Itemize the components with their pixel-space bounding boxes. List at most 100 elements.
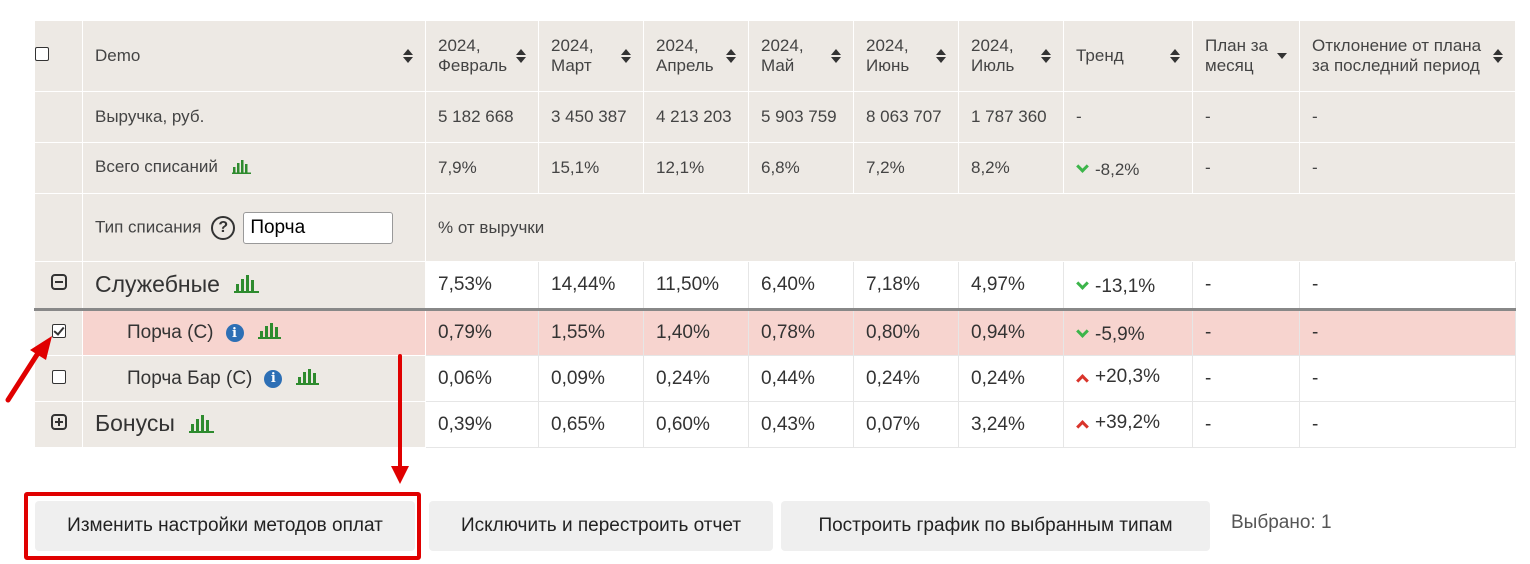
item-name-cell: Порча Бар (С) i [82,355,426,402]
info-icon[interactable]: i [225,324,244,342]
table-row: Бонусы 0,39% 0,65% 0,60% 0,43% 0,07% 3,2… [34,401,1516,448]
row-value: 7,18% [853,261,959,311]
row-plan: - [1192,309,1300,356]
build-chart-button[interactable]: Построить график по выбранным типам [781,501,1210,551]
row-value: 3,24% [958,401,1064,448]
column-header-month[interactable]: 2024, Март [538,20,644,92]
writeoffs-row: Всего списаний 7,9% 15,1% 12,1% 6,8% 7,2… [34,142,1516,194]
bar-chart-icon[interactable] [231,158,252,179]
revenue-value: 8 063 707 [853,91,959,143]
row-value: 0,06% [425,355,539,402]
row-trend: -5,9% [1095,323,1145,345]
collapse-minus-icon[interactable] [50,274,67,290]
row-value: 0,60% [643,401,749,448]
revenue-value: 1 787 360 [958,91,1064,143]
table-row[interactable]: Порча (С) i 0,79% 1,55% 1,40% 0,78% 0,80%… [34,309,1516,356]
column-header-month[interactable]: 2024, Апрель [643,20,749,92]
selected-count: Выбрано: 1 [1231,512,1332,533]
row-value: 0,43% [748,401,854,448]
group-name-cell: Бонусы [82,401,426,448]
revenue-trend: - [1063,91,1193,143]
collapse-toggle-cell[interactable] [34,261,83,311]
column-header-month[interactable]: 2024, Июль [958,20,1064,92]
select-all-cell[interactable] [34,20,83,92]
expand-toggle-cell[interactable] [34,401,83,448]
checked-checkbox-icon[interactable] [51,324,66,338]
sort-icon[interactable] [621,49,631,63]
column-header-deviation[interactable]: Отклонение от плана за последний период [1299,20,1516,92]
row-checkbox-cell[interactable] [34,309,83,356]
checkbox-icon[interactable] [51,369,66,384]
bar-chart-icon[interactable] [188,412,215,439]
sort-icon[interactable] [1170,49,1180,63]
writeoffs-value: 15,1% [538,142,644,194]
writeoffs-value: 12,1% [643,142,749,194]
row-plan: - [1192,401,1300,448]
column-header-name[interactable]: Demo [82,20,426,92]
row-trend-cell: +20,3% [1063,355,1193,402]
row-value: 0,24% [643,355,749,402]
row-trend: -13,1% [1095,275,1156,297]
row-trend-cell: -5,9% [1063,309,1193,356]
row-value: 4,97% [958,261,1064,311]
row-plan: - [1192,355,1300,402]
column-header-trend[interactable]: Тренд [1063,20,1193,92]
revenue-plan: - [1192,91,1300,143]
sort-icon[interactable] [831,49,841,63]
sort-desc-icon[interactable] [1277,53,1287,59]
row-value: 0,24% [853,355,959,402]
sort-icon[interactable] [1493,49,1503,63]
trend-down-icon [1076,160,1089,174]
column-header-month[interactable]: 2024, Май [748,20,854,92]
type-filter-label: Тип списания [95,216,202,236]
writeoffs-label: Всего списаний [95,157,218,177]
revenue-value: 5 903 759 [748,91,854,143]
change-payment-settings-button[interactable]: Изменить настройки методов оплат [35,501,415,551]
trend-down-icon [1076,325,1089,339]
row-value: 0,80% [853,309,959,356]
row-value: 0,44% [748,355,854,402]
row-value: 1,55% [538,309,644,356]
writeoffs-value: 8,2% [958,142,1064,194]
type-filter-row: Тип списания? % от выручки [34,193,1516,262]
writeoffs-trend: -8,2% [1095,159,1140,179]
column-header-month[interactable]: 2024, Февраль [425,20,539,92]
item-name-cell: Порча (С) i [82,309,426,356]
table-row[interactable]: Порча Бар (С) i 0,06% 0,09% 0,24% 0,44% 0… [34,355,1516,402]
row-plan: - [1192,261,1300,311]
row-value: 0,39% [425,401,539,448]
help-icon[interactable]: ? [211,215,236,240]
info-icon[interactable]: i [264,369,283,388]
bar-chart-icon[interactable] [257,321,282,345]
row-value: 11,50% [643,261,749,311]
row-name: Бонусы [95,410,175,437]
row-value: 0,94% [958,309,1064,356]
percent-of-revenue-note: % от выручки [425,193,1516,262]
select-all-checkbox-icon[interactable] [35,47,49,61]
row-value: 14,44% [538,261,644,311]
writeoffs-value: 6,8% [748,142,854,194]
row-value: 1,40% [643,309,749,356]
row-checkbox-cell[interactable] [34,355,83,402]
sort-icon[interactable] [1041,49,1051,63]
writeoffs-value: 7,9% [425,142,539,194]
column-header-month[interactable]: 2024, Июнь [853,20,959,92]
sort-icon[interactable] [403,49,413,63]
revenue-value: 3 450 387 [538,91,644,143]
row-value: 0,65% [538,401,644,448]
expand-plus-icon[interactable] [50,413,67,430]
type-filter-input[interactable] [243,211,394,244]
exclude-rebuild-button[interactable]: Исключить и перестроить отчет [429,501,773,551]
sort-icon[interactable] [516,49,526,63]
sort-icon[interactable] [726,49,736,63]
row-name: Порча Бар (С) [127,367,253,389]
column-header-plan[interactable]: План за месяц [1192,20,1300,92]
row-trend: +20,3% [1095,366,1160,388]
header-row: Demo 2024, Февраль 2024, Март 2024, Апрель … [34,20,1516,92]
sort-icon[interactable] [936,49,946,63]
bar-chart-icon[interactable] [296,367,320,391]
bar-chart-icon[interactable] [233,272,260,299]
row-trend-cell: +39,2% [1063,401,1193,448]
row-value: 0,79% [425,309,539,356]
group-name-cell: Служебные [82,261,426,311]
